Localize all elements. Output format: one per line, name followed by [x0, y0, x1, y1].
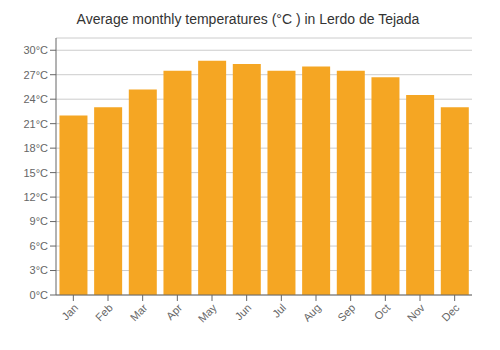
svg-text:21°C: 21°C — [23, 118, 48, 130]
svg-text:Dec: Dec — [439, 301, 462, 324]
svg-text:12°C: 12°C — [23, 191, 48, 203]
svg-text:6°C: 6°C — [30, 240, 49, 252]
html-text:Average monthly temperatures (: Average monthly temperatures (°C ) in Le… — [76, 11, 420, 27]
svg-text:Oct: Oct — [372, 301, 393, 322]
svg-text:Jan: Jan — [59, 301, 80, 322]
svg-text:18°C: 18°C — [23, 142, 48, 154]
svg-text:May: May — [196, 301, 220, 325]
svg-text:Aug: Aug — [301, 301, 323, 323]
svg-text:24°C: 24°C — [23, 93, 48, 105]
svg-text:0°C: 0°C — [30, 289, 49, 301]
svg-text:Apr: Apr — [164, 301, 185, 322]
svg-text:Nov: Nov — [405, 301, 428, 324]
svg-text:9°C: 9°C — [30, 215, 49, 227]
svg-text:Sep: Sep — [335, 301, 357, 323]
svg-text:Mar: Mar — [128, 301, 150, 323]
svg-text:3°C: 3°C — [30, 264, 49, 276]
svg-text:Feb: Feb — [93, 301, 115, 323]
svg-text:30°C: 30°C — [23, 44, 48, 56]
svg-text:27°C: 27°C — [23, 69, 48, 81]
svg-text:Jun: Jun — [233, 301, 254, 322]
svg-text:Jul: Jul — [270, 301, 288, 319]
svg-text:15°C: 15°C — [23, 167, 48, 179]
